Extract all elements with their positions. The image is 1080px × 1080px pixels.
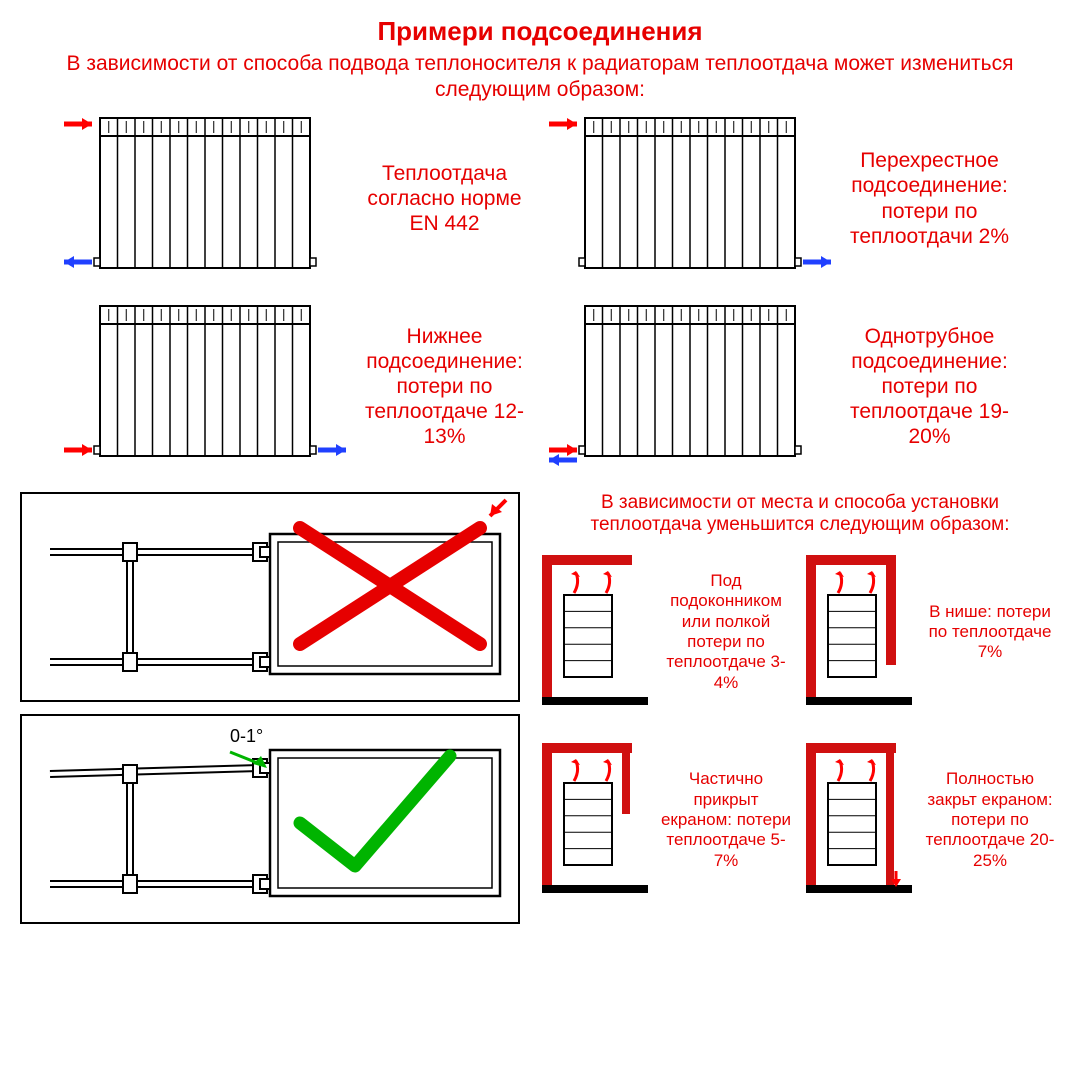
svg-text:0-1°: 0-1°	[230, 726, 263, 746]
connection-caption: Теплоотдача согласно норме EN 442	[354, 161, 535, 237]
connection-caption: Перехрестное подсоединение: потери по те…	[839, 148, 1020, 249]
radiator-diagram	[60, 300, 350, 474]
placement-1: Под подоконником или полкой потери по те…	[540, 547, 796, 717]
placement-diagram	[804, 735, 914, 905]
placement-caption: В нише: потери по теплоотдаче 7%	[920, 602, 1060, 663]
install-correct: 0-1°	[20, 714, 540, 924]
radiator-diagram	[545, 300, 835, 474]
placement-diagram	[804, 547, 914, 717]
placement-caption: Полностью закрьт екраном: потери по тепл…	[920, 769, 1060, 871]
placement-diagram	[540, 735, 650, 905]
install-wrong	[20, 492, 540, 702]
connection-caption: Однотрубное подсоединение: потери по теп…	[839, 324, 1020, 450]
placement-2: В нише: потери по теплоотдаче 7%	[804, 547, 1060, 717]
connection-caption: Нижнее подсоединение: потери по теплоотд…	[354, 324, 535, 450]
radiator-diagram	[60, 112, 350, 286]
placement-3: Частично прикрыт екраном: потери теплоот…	[540, 735, 796, 905]
placement-grid: Под подоконником или полкой потери по те…	[540, 547, 1060, 905]
radiator-diagram	[545, 112, 835, 286]
connection-4: Однотрубное подсоединение: потери по теп…	[545, 300, 1020, 474]
subtitle: В зависимости от способа подвода теплоно…	[20, 51, 1060, 104]
connection-1: Теплоотдача согласно норме EN 442	[60, 112, 535, 286]
page-title: Примери подсоединения	[20, 16, 1060, 47]
subtitle-placement: В зависимости от места и способа установ…	[550, 492, 1050, 538]
placement-diagram	[540, 547, 650, 717]
placement-caption: Под подоконником или полкой потери по те…	[656, 571, 796, 693]
connection-grid: Теплоотдача согласно норме EN 442 Перехре…	[60, 112, 1020, 474]
placement-caption: Частично прикрыт екраном: потери теплоот…	[656, 769, 796, 871]
install-diagrams: 0-1°	[20, 492, 540, 924]
connection-2: Перехрестное подсоединение: потери по те…	[545, 112, 1020, 286]
connection-3: Нижнее подсоединение: потери по теплоотд…	[60, 300, 535, 474]
placement-4: Полностью закрьт екраном: потери по тепл…	[804, 735, 1060, 905]
